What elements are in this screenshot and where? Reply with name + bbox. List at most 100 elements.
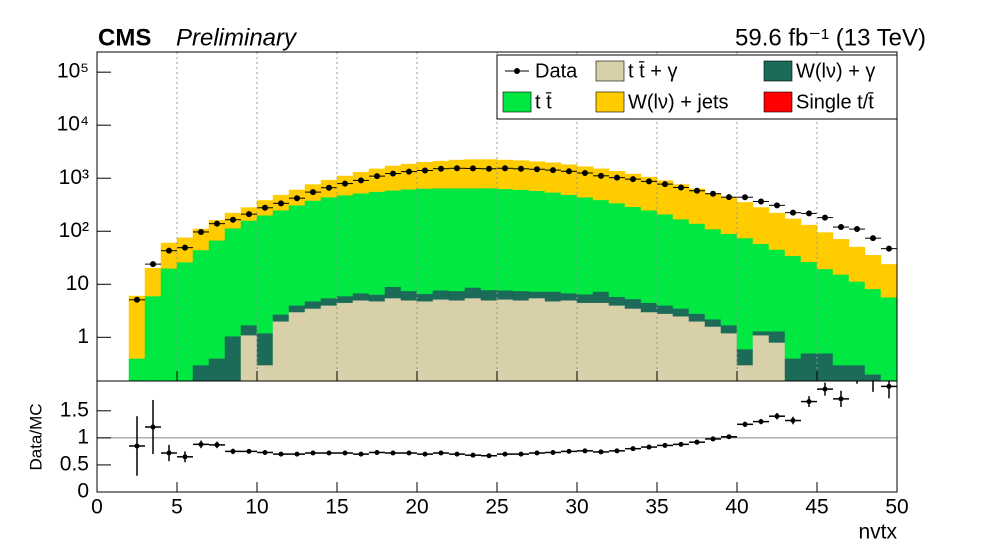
data-point (182, 244, 188, 251)
histogram-segment (832, 239, 850, 275)
histogram-segment (144, 268, 162, 297)
ratio-point (422, 451, 428, 457)
ratio-point (198, 441, 204, 447)
ratio-point (774, 413, 780, 419)
legend-label: t t̄ + γ (628, 60, 677, 82)
y-tick-label: 10⁴ (57, 113, 89, 136)
legend-swatch (595, 91, 625, 113)
histogram-segment (528, 297, 546, 381)
histogram-segment (128, 295, 146, 359)
histogram-segment (304, 300, 322, 309)
histogram-segment (304, 200, 322, 302)
data-point (438, 165, 444, 172)
histogram-segment (208, 358, 226, 381)
y-tick-label: 10 (66, 272, 89, 295)
histogram-segment (256, 332, 274, 366)
ratio-point (566, 448, 572, 454)
histogram-segment (464, 287, 482, 299)
histogram-segment (256, 215, 274, 334)
histogram-segment (800, 261, 818, 354)
histogram-segment (656, 313, 674, 381)
histogram-segment (240, 334, 258, 381)
plot-area (128, 159, 897, 381)
histogram-segment (448, 299, 466, 381)
x-tick-label: 25 (485, 496, 508, 519)
histogram-segment (400, 299, 418, 381)
y-tick-label: 1 (77, 425, 89, 448)
histogram-segment (544, 300, 562, 381)
ratio-point (390, 450, 396, 456)
data-point (694, 187, 700, 194)
histogram-segment (800, 224, 818, 263)
luminosity-label: 59.6 fb⁻¹ (13 TeV) (735, 24, 926, 51)
histogram-segment (384, 297, 402, 381)
legend-swatch (595, 60, 625, 82)
histogram-segment (288, 204, 306, 306)
histogram-segment (768, 331, 786, 343)
histogram-segment (576, 196, 594, 295)
histogram-segment (528, 291, 546, 299)
x-tick-label: 40 (725, 496, 748, 519)
data-point (358, 177, 364, 184)
histogram-segment (560, 292, 578, 301)
histogram-segment (672, 315, 690, 381)
data-point (886, 245, 892, 252)
data-point (662, 181, 668, 188)
ratio-point (374, 449, 380, 455)
histogram-segment (880, 296, 897, 381)
ratio-point (758, 419, 764, 425)
data-point (454, 165, 460, 172)
histogram-segment (160, 268, 178, 381)
data-point (758, 198, 764, 205)
legend-swatch (502, 91, 532, 113)
histogram-segment (640, 311, 658, 381)
x-tick-label: 30 (565, 496, 588, 519)
histogram-segment (784, 358, 802, 381)
histogram-segment (560, 299, 578, 381)
histogram-segment (608, 305, 626, 381)
y-tick-label: 10³ (59, 166, 89, 189)
histogram-segment (656, 305, 674, 314)
histogram-segment (720, 332, 738, 381)
histogram-segment (352, 193, 370, 294)
ratio-point (470, 452, 476, 458)
data-point (166, 247, 172, 254)
histogram-segment (720, 233, 738, 326)
ratio-point (182, 454, 188, 460)
histogram-segment (832, 364, 850, 381)
ratio-point (294, 451, 300, 457)
ratio-point (886, 383, 892, 389)
data-point (374, 173, 380, 180)
data-point (566, 168, 572, 175)
histogram-segment (784, 255, 802, 359)
histogram-segment (144, 295, 162, 381)
histogram-segment (320, 196, 338, 299)
histogram-segment (592, 291, 610, 303)
y-tick-label: 10⁵ (57, 60, 89, 83)
histogram-segment (864, 255, 882, 290)
histogram-segment (320, 297, 338, 306)
histogram-segment (512, 290, 530, 301)
histogram-segment (688, 313, 706, 322)
y-tick-label: 1 (77, 325, 89, 348)
histogram-segment (736, 237, 754, 350)
data-point (134, 296, 140, 303)
ratio-point (710, 436, 716, 442)
x-tick-label: 45 (805, 496, 828, 519)
histogram-segment (352, 299, 370, 381)
histogram-segment (192, 364, 210, 381)
ratio-point (406, 450, 412, 456)
data-point (214, 220, 220, 227)
histogram-segment (176, 261, 194, 381)
ratio-point (678, 441, 684, 447)
x-tick-label: 10 (245, 496, 268, 519)
histogram-segment (736, 202, 754, 239)
histogram-segment (352, 292, 370, 301)
data-point (630, 176, 636, 183)
ratio-point (550, 449, 556, 455)
plot-area (97, 381, 897, 476)
histogram-segment (464, 297, 482, 381)
ratio-point (262, 449, 268, 455)
data-point (294, 195, 300, 202)
